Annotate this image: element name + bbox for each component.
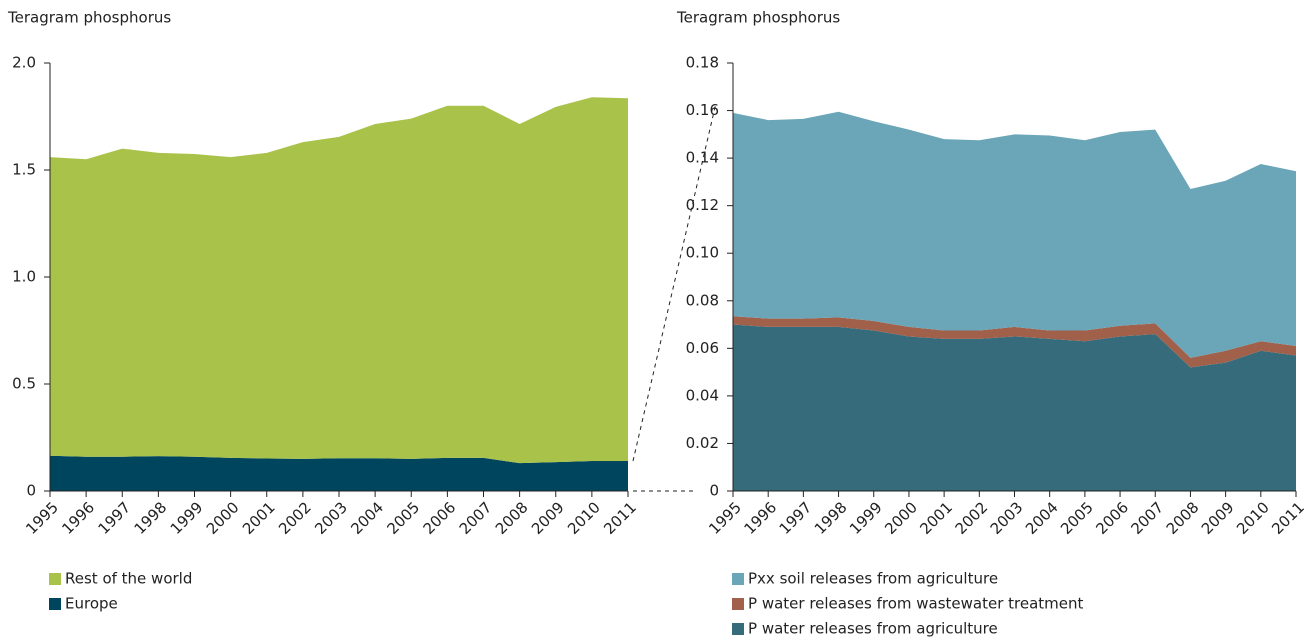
x-tick-label: 2004 [1022, 498, 1062, 538]
x-tick-label: 1996 [58, 498, 98, 538]
x-tick-label: 1998 [131, 498, 171, 538]
area [733, 111, 1296, 358]
legend-swatch [732, 598, 744, 610]
x-tick-label: 2005 [1057, 498, 1097, 538]
y-tick-label: 2.0 [12, 54, 36, 72]
x-tick-label: 2000 [203, 498, 243, 538]
legend-label: Europe [65, 595, 118, 613]
y-tick-label: 0.14 [686, 149, 719, 167]
x-tick-label: 2007 [456, 498, 496, 538]
x-tick-label: 1995 [705, 498, 745, 538]
y-axis-title: Teragram phosphorus [7, 9, 171, 27]
x-tick-label: 2001 [239, 498, 279, 538]
x-tick-label: 2009 [528, 498, 568, 538]
x-tick-label: 1997 [776, 498, 816, 538]
y-tick-label: 0.5 [12, 375, 36, 393]
x-tick-label: 2010 [564, 498, 604, 538]
connector [632, 102, 717, 462]
x-tick-label: 1998 [811, 498, 851, 538]
y-tick-label: 1.5 [12, 161, 36, 179]
x-tick-label: 2002 [275, 498, 315, 538]
y-tick-label: 0.18 [686, 54, 719, 72]
legend-label: Rest of the world [65, 570, 192, 588]
x-tick-label: 1999 [167, 498, 207, 538]
legend-swatch [49, 598, 61, 610]
x-tick-label: 1997 [95, 498, 135, 538]
x-tick-label: 2003 [311, 498, 351, 538]
x-tick-label: 2006 [1092, 498, 1132, 538]
x-tick-label: 2003 [987, 498, 1027, 538]
area [733, 324, 1296, 491]
y-tick-label: 0.08 [686, 291, 719, 309]
y-tick-label: 0.02 [686, 434, 719, 452]
x-tick-label: 2004 [347, 498, 387, 538]
y-axis-title: Teragram phosphorus [676, 9, 840, 27]
legend-label: Pxx soil releases from agriculture [748, 570, 998, 588]
x-tick-label: 2005 [384, 498, 424, 538]
area [50, 455, 628, 491]
area [733, 316, 1296, 368]
y-tick-label: 0.10 [686, 244, 719, 262]
legend-label: P water releases from wastewater treatme… [748, 595, 1084, 613]
x-tick-label: 2009 [1198, 498, 1238, 538]
x-tick-label: 2002 [952, 498, 992, 538]
y-tick-label: 0.12 [686, 196, 719, 214]
y-tick-label: 1.0 [12, 268, 36, 286]
area [50, 97, 628, 464]
y-tick-label: 0 [26, 482, 36, 500]
x-tick-label: 2007 [1128, 498, 1168, 538]
x-tick-label: 2011 [600, 498, 640, 538]
x-tick-label: 2006 [420, 498, 460, 538]
y-tick-label: 0.16 [686, 101, 719, 119]
x-tick-label: 2010 [1233, 498, 1273, 538]
legend-swatch [49, 573, 61, 585]
x-tick-label: 2008 [492, 498, 532, 538]
x-tick-label: 2011 [1268, 498, 1307, 538]
x-tick-label: 2000 [881, 498, 921, 538]
x-tick-label: 2008 [1163, 498, 1203, 538]
y-tick-label: 0.04 [686, 386, 719, 404]
x-tick-label: 1995 [22, 498, 62, 538]
y-tick-label: 0 [709, 482, 719, 500]
x-tick-label: 1996 [740, 498, 780, 538]
y-tick-label: 0.06 [686, 339, 719, 357]
x-tick-label: 2001 [916, 498, 956, 538]
legend-label: P water releases from agriculture [748, 620, 998, 638]
x-tick-label: 1999 [846, 498, 886, 538]
legend-swatch [732, 623, 744, 635]
legend-swatch [732, 573, 744, 585]
